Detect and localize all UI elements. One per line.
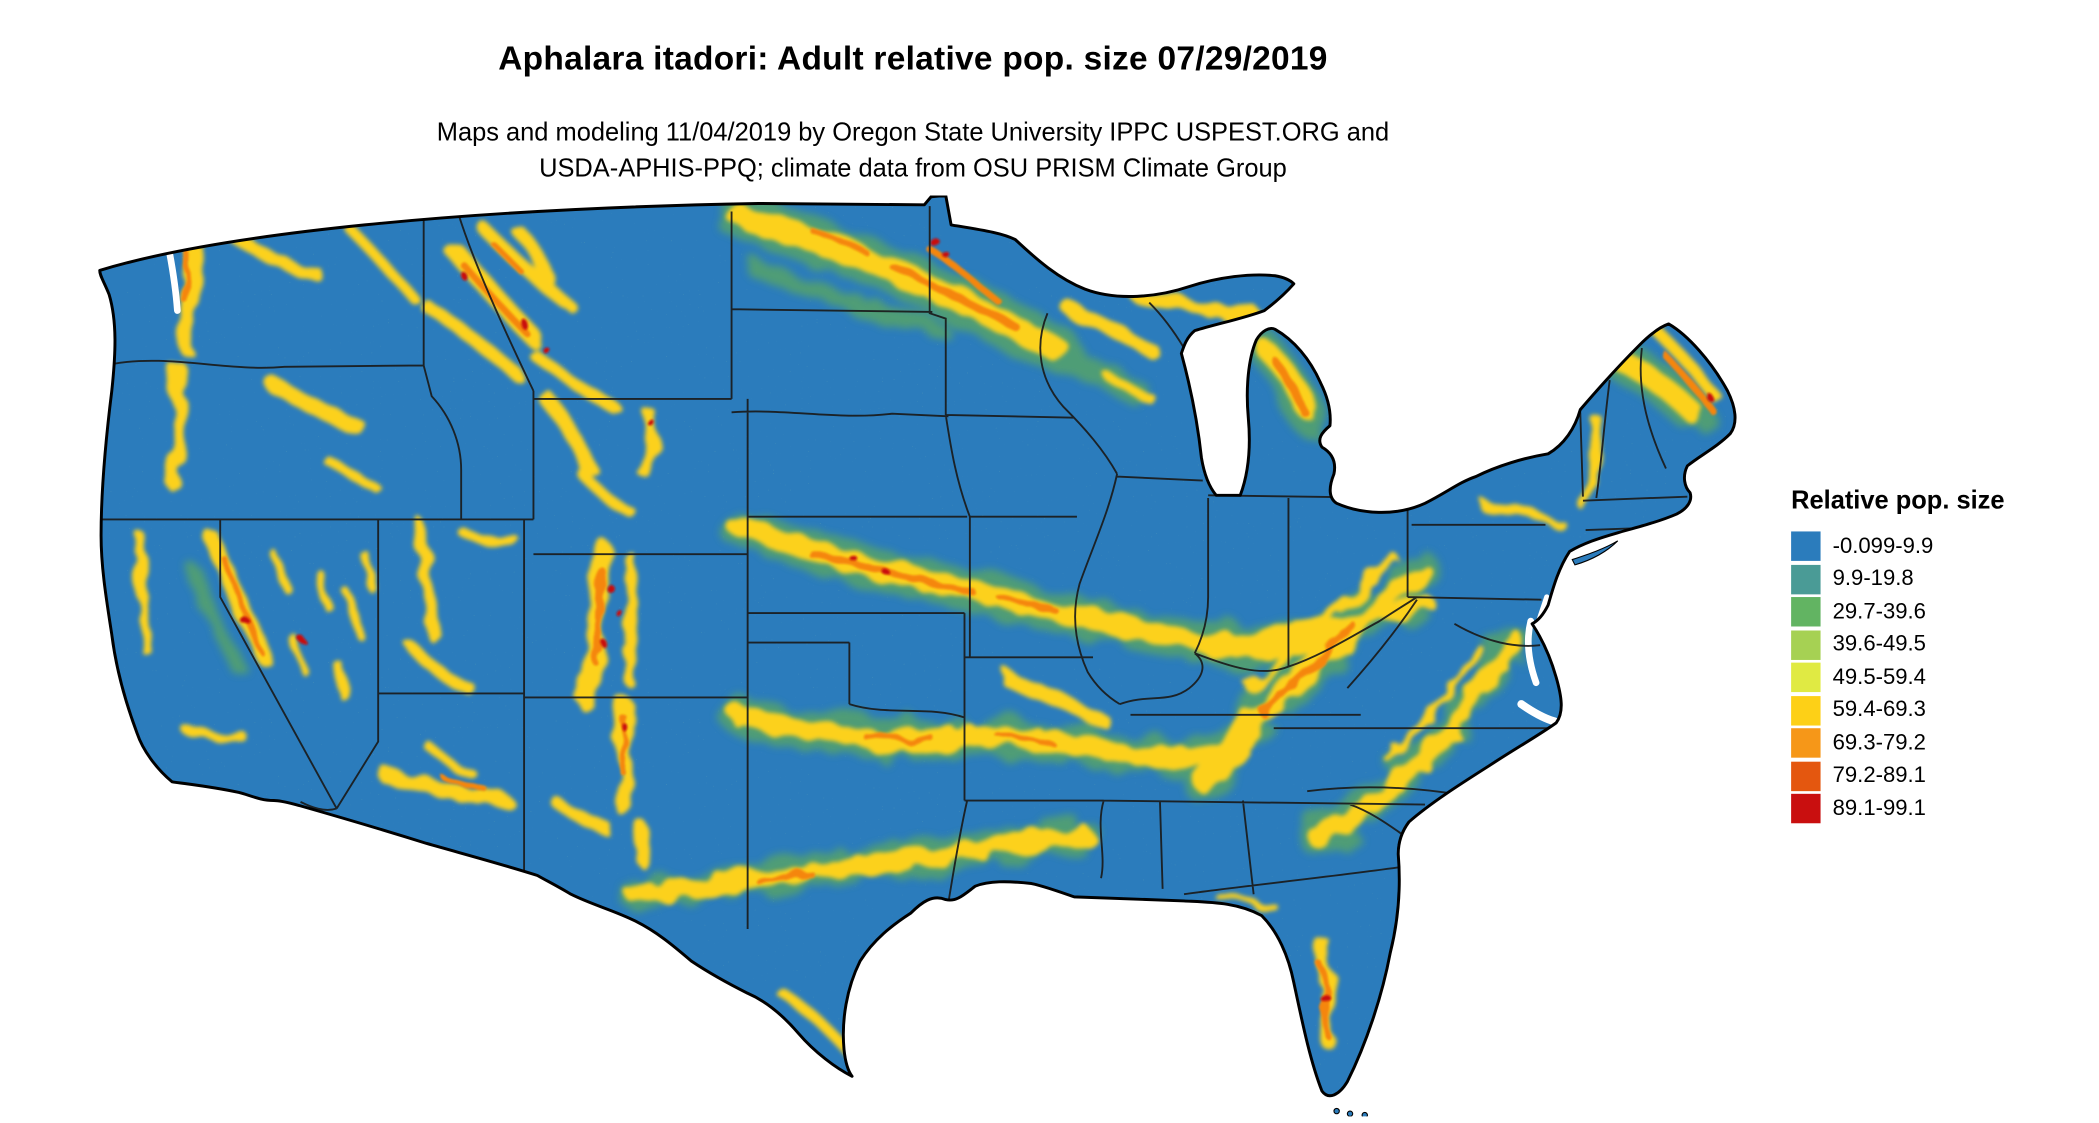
us-population-map	[98, 193, 1737, 1119]
map-subtitle: Maps and modeling 11/04/2019 by Oregon S…	[0, 115, 1826, 187]
us-outline	[98, 193, 1737, 1098]
legend-item: 29.7-39.6	[1791, 596, 2086, 629]
offshore-islands	[1333, 540, 1619, 1119]
legend-swatch	[1791, 630, 1821, 660]
legend-item: 59.4-69.3	[1791, 694, 2086, 727]
legend-item: -0.099-9.9	[1791, 530, 2086, 563]
legend-label: 59.4-69.3	[1832, 697, 1926, 722]
legend-title: Relative pop. size	[1791, 487, 2005, 516]
legend-swatch	[1791, 695, 1821, 726]
legend-label: 79.2-89.1	[1832, 763, 1926, 788]
legend-label: 69.3-79.2	[1832, 730, 1926, 755]
subtitle-line-1: Maps and modeling 11/04/2019 by Oregon S…	[436, 119, 1390, 148]
legend-swatch	[1791, 794, 1821, 824]
legend: Relative pop. size -0.099-9.9 9.9-19.8 29.…	[1791, 487, 2086, 825]
map-title: Aphalara itadori: Adult relative pop. si…	[498, 40, 1328, 78]
subtitle-line-2: USDA-APHIS-PPQ; climate data from OSU PR…	[539, 155, 1287, 184]
legend-item: 69.3-79.2	[1791, 727, 2086, 760]
legend-swatch	[1791, 597, 1821, 627]
legend-item: 39.6-49.5	[1791, 628, 2086, 661]
legend-swatch	[1791, 662, 1821, 693]
legend-items: -0.099-9.9 9.9-19.8 29.7-39.6 39.6-49.5 49.5…	[1791, 530, 2086, 825]
legend-label: 39.6-49.5	[1832, 632, 1926, 657]
legend-label: 89.1-99.1	[1832, 796, 1926, 821]
inland-water	[165, 248, 1559, 726]
legend-swatch	[1791, 761, 1821, 791]
map-area	[59, 193, 1759, 1119]
legend-swatch	[1791, 531, 1821, 562]
legend-label: 49.5-59.4	[1832, 664, 1926, 690]
legend-label: -0.099-9.9	[1832, 533, 1934, 558]
legend-label: 9.9-19.8	[1832, 566, 1914, 591]
legend-swatch	[1791, 564, 1821, 595]
legend-swatch	[1791, 728, 1821, 759]
legend-item: 9.9-19.8	[1791, 563, 2086, 596]
population-hotspots-red	[241, 236, 1713, 1004]
legend-item: 79.2-89.1	[1791, 760, 2086, 793]
population-bands-orange	[184, 227, 1715, 1037]
legend-item: 49.5-59.4	[1791, 661, 2086, 694]
legend-label: 29.7-39.6	[1832, 599, 1926, 624]
legend-item: 89.1-99.1	[1791, 792, 2086, 825]
state-borders	[101, 206, 1688, 930]
